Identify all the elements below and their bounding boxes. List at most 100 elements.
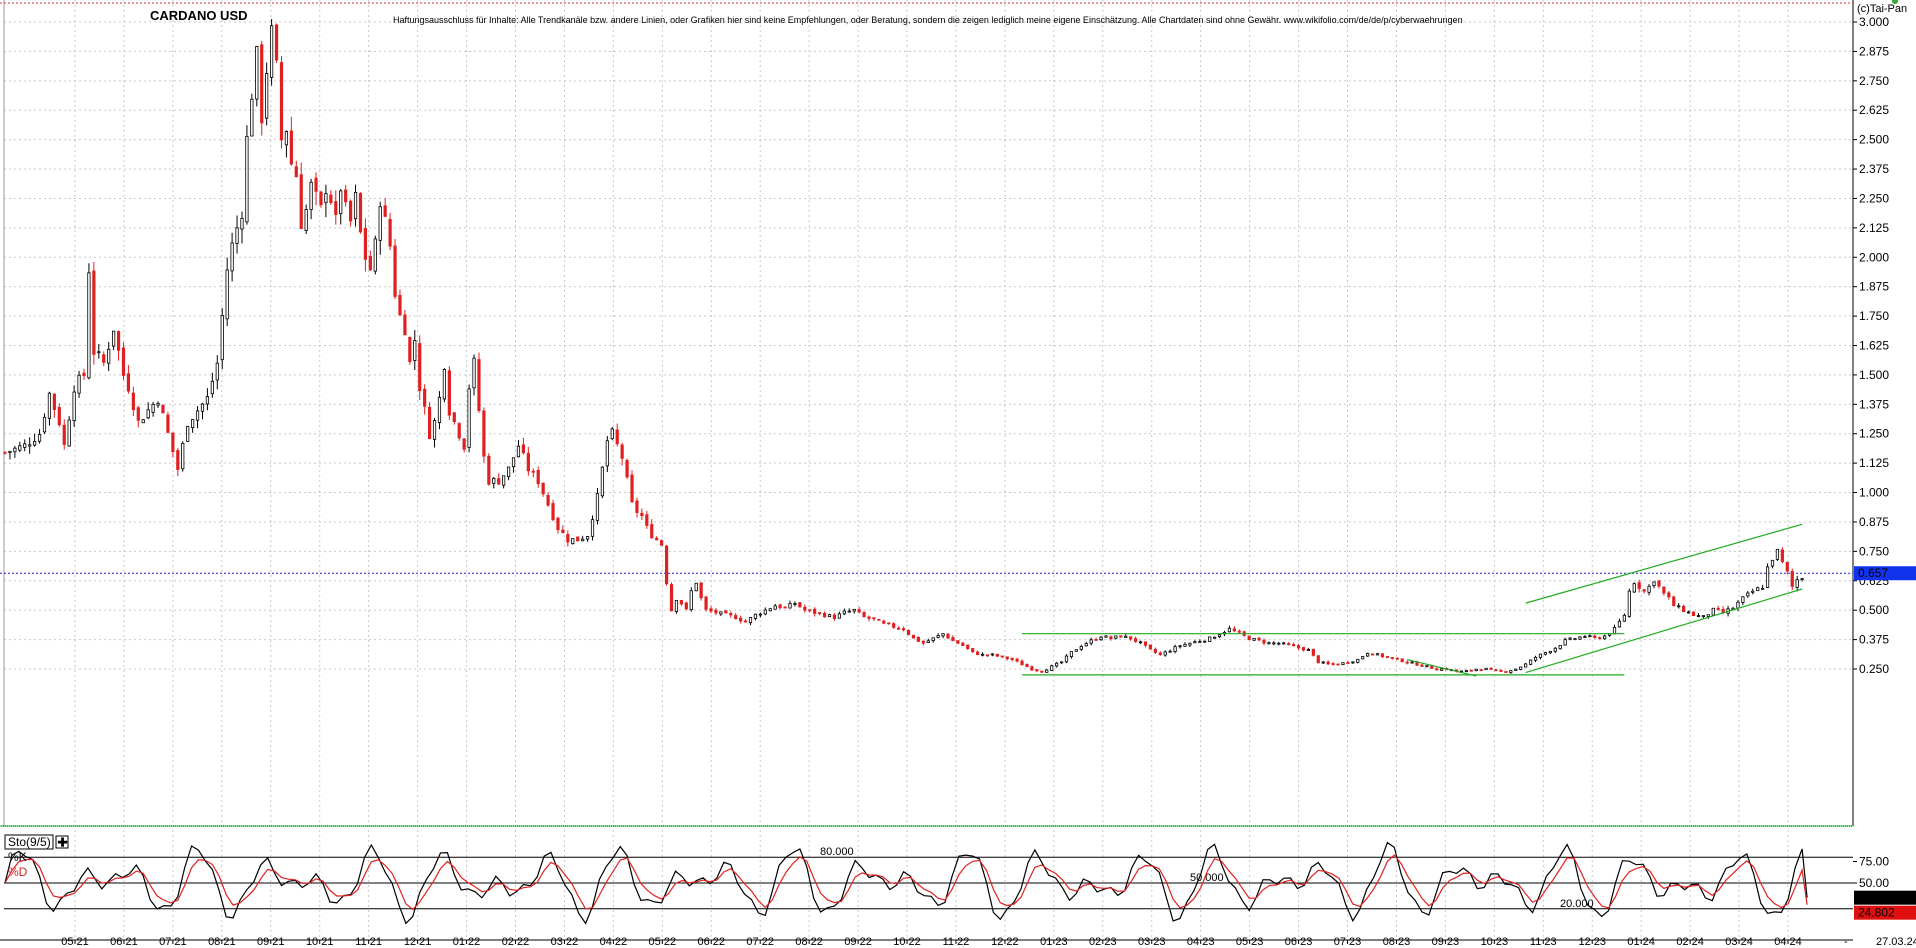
candle-body bbox=[1514, 668, 1518, 671]
candle-body bbox=[1706, 614, 1710, 617]
candle-body bbox=[1504, 671, 1508, 673]
candle-body bbox=[1109, 636, 1113, 640]
trendlines bbox=[1022, 523, 1803, 677]
candle-body bbox=[497, 478, 501, 485]
candle-body bbox=[531, 470, 535, 473]
candle-body bbox=[1405, 661, 1409, 664]
candle-body bbox=[1351, 661, 1355, 664]
candle-body bbox=[827, 614, 832, 618]
candle-body bbox=[729, 613, 733, 616]
candle-body bbox=[862, 612, 866, 618]
candle-body bbox=[1637, 582, 1641, 589]
candle-body bbox=[753, 613, 758, 619]
candle-body bbox=[1425, 665, 1429, 668]
candle-body bbox=[1035, 669, 1039, 672]
candle-body bbox=[255, 46, 259, 100]
candle-body bbox=[901, 628, 906, 631]
candle-body bbox=[1440, 668, 1444, 671]
candle-body bbox=[610, 428, 614, 440]
candle-body bbox=[1227, 627, 1232, 633]
chart-title: CARDANO USD bbox=[150, 8, 248, 23]
candle-body bbox=[936, 635, 940, 638]
candle-body bbox=[319, 191, 323, 206]
candle-body bbox=[1474, 668, 1478, 672]
price-tick-label: 1.375 bbox=[1859, 397, 1889, 411]
candle-body bbox=[1696, 615, 1701, 617]
candle-body bbox=[151, 403, 155, 413]
candle-body bbox=[1775, 548, 1780, 560]
candle-body bbox=[1593, 635, 1597, 638]
candle-body bbox=[595, 493, 600, 521]
time-axis-ticks: 05 21 06 21 07 21 08 21 09 21 10 21 11 21 12 21… bbox=[61, 936, 1802, 948]
candle-body bbox=[1366, 653, 1370, 657]
candle-body bbox=[1158, 652, 1162, 655]
candle-body bbox=[980, 653, 985, 656]
candle-body bbox=[1612, 627, 1617, 635]
plus-icon: ✚ bbox=[58, 836, 68, 850]
time-tick-label: 08 22 bbox=[795, 936, 823, 948]
candle-body bbox=[1469, 669, 1473, 672]
candle-body bbox=[358, 193, 363, 233]
candle-body bbox=[600, 466, 604, 497]
time-tick-label: 02 23 bbox=[1089, 936, 1117, 948]
candle-body bbox=[506, 466, 511, 478]
candle-body bbox=[220, 315, 224, 361]
candle-body bbox=[116, 331, 121, 351]
stochastic-k-line bbox=[4, 841, 1808, 925]
candle-body bbox=[808, 609, 812, 612]
candle-body bbox=[62, 424, 66, 445]
candle-body bbox=[1291, 644, 1296, 647]
candle-body bbox=[1652, 581, 1656, 587]
candle-body bbox=[1079, 646, 1083, 650]
candles bbox=[3, 19, 1804, 674]
candle-body bbox=[141, 419, 145, 424]
candle-body bbox=[556, 517, 560, 531]
indicator-expand-button[interactable] bbox=[55, 835, 69, 849]
candle-body bbox=[897, 627, 901, 630]
candle-body bbox=[388, 218, 392, 247]
time-tick-label: 11 21 bbox=[355, 936, 382, 948]
price-tick-label: 0.875 bbox=[1859, 515, 1889, 529]
candle-body bbox=[857, 609, 861, 613]
price-tick-label: 2.000 bbox=[1859, 250, 1889, 264]
candle-body bbox=[1262, 640, 1266, 644]
candle-body bbox=[526, 452, 530, 472]
candle-body bbox=[911, 634, 916, 639]
candle-body bbox=[1701, 615, 1705, 617]
candle-body bbox=[1331, 663, 1335, 665]
candle-body bbox=[215, 362, 219, 381]
candle-body bbox=[1375, 653, 1380, 656]
main-grid bbox=[4, 0, 1853, 826]
candle-body bbox=[1183, 643, 1187, 647]
candle-body bbox=[156, 403, 160, 406]
candle-body bbox=[1040, 670, 1044, 673]
candle-body bbox=[1173, 646, 1177, 652]
candle-body bbox=[1484, 667, 1488, 671]
candle-body bbox=[1568, 637, 1572, 640]
candle-body bbox=[847, 610, 851, 613]
candle-body bbox=[1247, 635, 1251, 641]
candle-body bbox=[373, 238, 377, 272]
candle-body bbox=[1301, 647, 1306, 651]
price-tick-label: 2.125 bbox=[1859, 221, 1889, 235]
indicator-label-box[interactable] bbox=[4, 834, 54, 850]
disclaimer-text: Haftungsausschluss für Inhalte: Alle Tre… bbox=[393, 15, 1463, 25]
time-tick-label: 05 23 bbox=[1236, 936, 1264, 948]
trendline bbox=[1407, 659, 1477, 677]
candle-body bbox=[956, 640, 960, 644]
candle-body bbox=[427, 406, 432, 440]
candle-body bbox=[1736, 601, 1740, 609]
candle-body bbox=[334, 201, 338, 215]
candle-body bbox=[452, 412, 456, 423]
candle-body bbox=[482, 410, 486, 457]
candle-body bbox=[28, 444, 32, 447]
x-date-label: 27.03.24 bbox=[1876, 936, 1916, 948]
candle-body bbox=[289, 130, 293, 165]
candle-body bbox=[92, 270, 96, 355]
candle-body bbox=[773, 605, 777, 610]
candle-body bbox=[1686, 611, 1691, 614]
status-dot-icon bbox=[1892, 0, 1898, 4]
candle-body bbox=[1104, 635, 1108, 638]
candle-body bbox=[650, 524, 654, 539]
candle-body bbox=[492, 477, 496, 484]
